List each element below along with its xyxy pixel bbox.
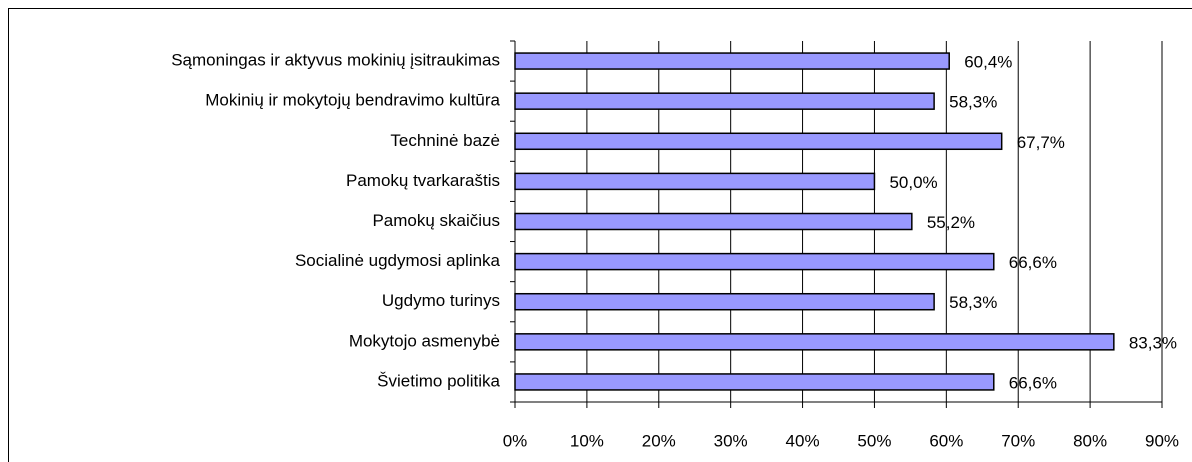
bar [514,252,995,271]
bar [514,333,1115,351]
x-tick-label: 40% [786,431,820,450]
data-label: 58,3% [949,93,997,112]
x-tick-label: 80% [1073,431,1107,450]
data-label: 50,0% [889,173,937,192]
x-tick-label: 70% [1001,431,1035,450]
y-tick-label: Ugdymo turinys [382,291,500,310]
x-tick-label: 20% [642,431,676,450]
bar [514,212,913,231]
data-label: 66,6% [1009,373,1057,392]
bar [514,292,935,311]
data-label: 67,7% [1017,133,1065,152]
y-tick-label: Socialinė ugdymosi aplinka [295,251,501,270]
y-tick-label: Techninė bazė [390,131,500,150]
bar [514,132,1003,151]
y-tick-label: Sąmoningas ir aktyvus mokinių įsitraukim… [171,51,500,70]
x-tick-label: 50% [857,431,891,450]
y-tick-label: Švietimo politika [377,371,500,390]
data-label: 58,3% [949,293,997,312]
bar [514,373,995,391]
x-tick-label: 60% [929,431,963,450]
y-tick-label: Mokytojo asmenybė [349,331,500,350]
data-label: 60,4% [964,53,1012,72]
x-tick-label: 90% [1145,431,1179,450]
x-tick-label: 0% [503,431,528,450]
bar [514,52,950,70]
bar [514,172,876,191]
y-tick-label: Pamokų tvarkaraštis [346,171,500,190]
data-label: 83,3% [1129,333,1177,352]
bar [514,92,935,110]
x-tick-label: 30% [714,431,748,450]
data-label: 55,2% [927,213,975,232]
x-tick-label: 10% [570,431,604,450]
y-tick-label: Pamokų skaičius [372,211,500,230]
chart-border [8,8,1192,462]
y-tick-label: Mokinių ir mokytojų bendravimo kultūra [205,91,500,110]
data-label: 66,6% [1009,253,1057,272]
